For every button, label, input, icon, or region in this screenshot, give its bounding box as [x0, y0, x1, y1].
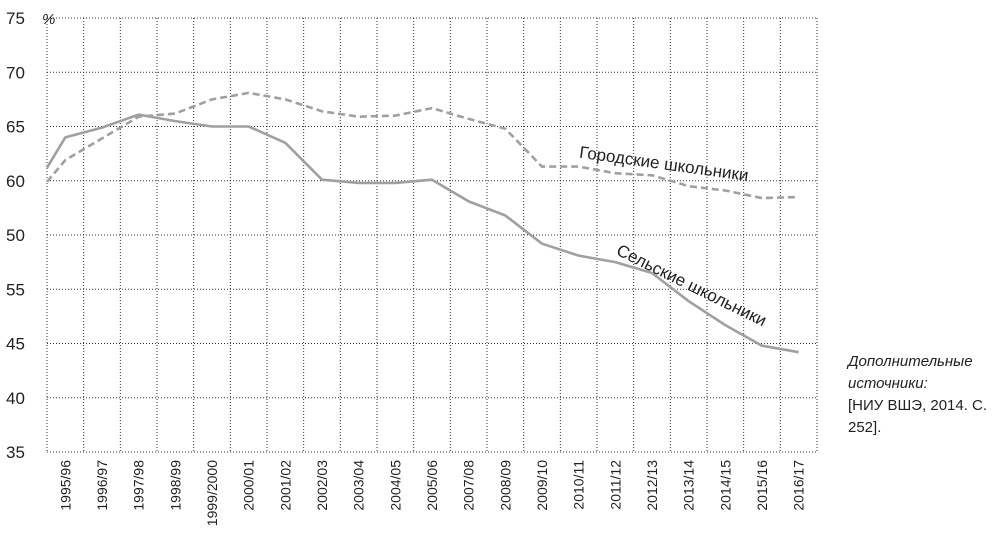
y-tick-label: 60 — [6, 172, 25, 191]
y-tick-label: 65 — [6, 118, 25, 137]
rural-series-label: Сельские школьники — [614, 241, 770, 331]
unit-label: % — [42, 11, 55, 28]
x-tick-label: 2012/13 — [644, 460, 660, 511]
y-tick-label: 45 — [6, 335, 25, 354]
x-tick-label: 2003/04 — [351, 460, 367, 511]
urban-series-line — [46, 91, 799, 200]
y-tick-label: 75 — [6, 9, 25, 28]
y-tick-label: 70 — [6, 63, 25, 82]
y-tick-label: 35 — [6, 443, 25, 462]
x-tick-label: 2009/10 — [534, 460, 550, 511]
x-tick-label: 1995/96 — [57, 460, 73, 511]
x-tick-label: 2013/14 — [681, 460, 697, 511]
x-tick-label: 2001/02 — [277, 460, 293, 511]
x-axis-ticks: 1995/96 1996/97 1997/98 1998/99 1999/2000 200… — [57, 460, 806, 526]
x-tick-label: 2008/09 — [497, 460, 513, 511]
rural-series-line — [45, 113, 799, 354]
x-tick-label: 2010/11 — [571, 460, 587, 510]
x-tick-label: 2007/08 — [461, 460, 477, 511]
x-tick-label: 2015/16 — [754, 460, 770, 511]
y-tick-label: 55 — [6, 280, 25, 299]
y-tick-label: 50 — [6, 226, 25, 245]
x-tick-label: 2000/01 — [241, 460, 257, 511]
x-tick-label: 2002/03 — [314, 460, 330, 511]
x-tick-label: 1999/2000 — [204, 460, 220, 526]
x-tick-label: 2005/06 — [424, 460, 440, 511]
series-lines — [45, 91, 799, 354]
source-note: Дополнительные источники: [НИУ ВШЭ, 2014… — [848, 351, 993, 439]
x-tick-label: 1997/98 — [131, 460, 147, 511]
y-axis-ticks: 75 70 65 60 50 55 45 40 35 — [6, 9, 25, 462]
x-tick-label: 1996/97 — [94, 460, 110, 511]
source-note-text: [НИУ ВШЭ, 2014. С. 252]. — [848, 397, 988, 436]
x-tick-label: 2011/12 — [607, 460, 623, 510]
x-tick-label: 2004/05 — [387, 460, 403, 511]
source-note-title: Дополнительные источники: — [848, 353, 973, 392]
x-tick-label: 2016/17 — [791, 460, 807, 511]
x-tick-label: 2014/15 — [717, 460, 733, 511]
grid — [46, 17, 818, 453]
y-tick-label: 40 — [6, 389, 25, 408]
x-tick-label: 1998/99 — [167, 460, 183, 511]
